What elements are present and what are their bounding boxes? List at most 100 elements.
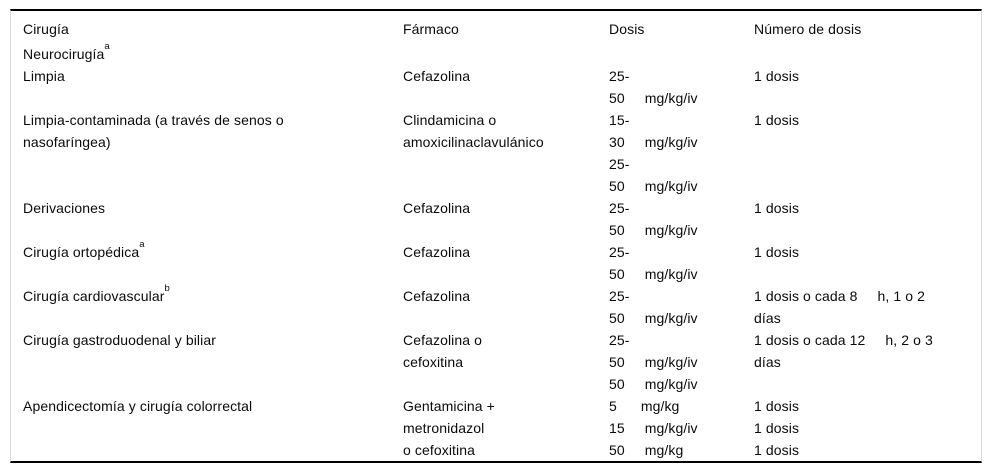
cell-numero: 1 dosis (754, 241, 981, 263)
cell-dosis: 25- 50 mg/kg/iv (609, 197, 754, 241)
cell-cirugia: Apendicectomía y cirugía colorrectal (23, 395, 403, 417)
text-line: Cefazolina o (403, 332, 483, 348)
cell-cirugia: Derivaciones (23, 197, 403, 219)
cell-farmaco: Clindamicina o amoxicilinaclavulánico (403, 109, 609, 153)
text-line: 50 mg/kg/iv (609, 266, 698, 282)
text-line: 1 dosis (754, 244, 800, 260)
cell-numero: 1 dosis o cada 12 h, 2 o 3 días (754, 329, 981, 373)
table-row: Neurocirugíaa (23, 41, 981, 65)
text-line: 1 dosis (754, 442, 800, 458)
cell-dosis: 25- 50 mg/kg/iv (609, 285, 754, 329)
text-line: Cefazolina (403, 200, 471, 216)
cell-dosis: 25- 50 mg/kg/iv (609, 241, 754, 285)
table-row: Cirugía ortopédicaa Cefazolina 25- 50 mg/kg… (23, 239, 981, 285)
table-body: Neurocirugíaa Limpia Cefazolina 25- 50 mg/kg… (23, 41, 981, 461)
text-line: 1 dosis (754, 200, 800, 216)
cell-cirugia: Limpia-contaminada (a través de senos o n… (23, 109, 403, 153)
cell-farmaco: Cefazolina (403, 285, 609, 307)
column-header-label: Fármaco (403, 21, 459, 37)
text-line: Cefazolina (403, 68, 471, 84)
table-row: Apendicectomía y cirugía colorrectal Gent… (23, 395, 981, 461)
cell-cirugia: Cirugía gastroduodenal y biliar (23, 329, 403, 351)
table-row: Limpia-contaminada (a través de senos o n… (23, 109, 981, 197)
text-line: días (754, 310, 781, 326)
text-line: 25- (609, 288, 630, 304)
cell-numero: 1 dosis (754, 197, 981, 219)
footnote-marker: a (104, 41, 110, 53)
text-line: 1 dosis (754, 398, 800, 414)
column-header-label: Número de dosis (754, 21, 862, 37)
text-line: 50 mg/kg/iv (609, 310, 698, 326)
text-line: 50 mg/kg/iv (609, 90, 698, 106)
text-line: 30 mg/kg/iv (609, 134, 698, 150)
text-line: nasofaríngea) (23, 134, 111, 150)
text-line: 5 mg/kg (609, 398, 680, 414)
text-line: Cirugía cardiovascularb (23, 283, 170, 304)
cell-cirugia: Cirugía cardiovascularb (23, 283, 403, 307)
cell-dosis: 25- 50 mg/kg/iv 50 mg/kg/iv (609, 329, 754, 395)
footnote-marker: a (139, 239, 145, 251)
text-line: días (754, 354, 781, 370)
cell-farmaco: Gentamicina + metronidazol o cefoxitina (403, 395, 609, 461)
footnote-marker: b (164, 283, 170, 295)
text-line: 50 mg/kg (609, 442, 684, 458)
text-line: Cefazolina (403, 288, 471, 304)
text-line: Apendicectomía y cirugía colorrectal (23, 398, 253, 414)
cell-numero: 1 dosis 1 dosis 1 dosis (754, 395, 981, 461)
cell-cirugia: Limpia (23, 65, 403, 87)
table-header-row: Cirugía Fármaco Dosis Número de dosis (23, 18, 981, 40)
text-line: Cirugía gastroduodenal y biliar (23, 332, 216, 348)
text-line: 1 dosis (754, 68, 800, 84)
text-line: 25- (609, 68, 630, 84)
table-row: Cirugía gastroduodenal y biliar Cefazolin… (23, 329, 981, 395)
cell-farmaco: Cefazolina (403, 241, 609, 263)
prophylaxis-table: Cirugía Fármaco Dosis Número de dosis Ne… (10, 9, 982, 463)
text-line: 25- (609, 244, 630, 260)
text-line: 25- (609, 332, 630, 348)
cell-cirugia: Neurocirugíaa (23, 41, 403, 65)
text-line: Gentamicina + (403, 398, 495, 414)
text-line: amoxicilinaclavulánico (403, 134, 544, 150)
text-line: Clindamicina o (403, 112, 497, 128)
text-line: Cefazolina (403, 244, 471, 260)
text-line: 50 mg/kg/iv (609, 354, 698, 370)
text-line: 15- (609, 112, 630, 128)
cell-dosis: 25- 50 mg/kg/iv (609, 65, 754, 109)
text-line: Limpia-contaminada (a través de senos o (23, 112, 284, 128)
text-line: 50 mg/kg/iv (609, 178, 698, 194)
text-line: 1 dosis o cada 12 h, 2 o 3 (754, 332, 933, 348)
cell-dosis: 5 mg/kg 15 mg/kg/iv 50 mg/kg (609, 395, 754, 461)
column-header-label: Dosis (609, 21, 645, 37)
text-line: Neurocirugíaa (23, 41, 110, 62)
cell-numero: 1 dosis (754, 65, 981, 87)
table-row: Derivaciones Cefazolina 25- 50 mg/kg/iv 1 do… (23, 197, 981, 241)
text-line: 25- (609, 200, 630, 216)
table-row: Cirugía cardiovascularb Cefazolina 25- 50 m… (23, 283, 981, 329)
column-header-numero-de-dosis: Número de dosis (754, 18, 981, 40)
text-line: 50 mg/kg/iv (609, 376, 698, 392)
column-header-farmaco: Fármaco (403, 18, 609, 40)
text-line: 1 dosis (754, 420, 800, 436)
text-line: 1 dosis (754, 112, 800, 128)
text-line: Limpia (23, 68, 65, 84)
column-header-dosis: Dosis (609, 18, 754, 40)
cell-farmaco: Cefazolina o cefoxitina (403, 329, 609, 373)
column-header-label: Cirugía (23, 21, 69, 37)
cell-farmaco: Cefazolina (403, 197, 609, 219)
cell-farmaco: Cefazolina (403, 65, 609, 87)
text-line: metronidazol (403, 420, 485, 436)
column-header-cirugia: Cirugía (23, 18, 403, 40)
text-line: Derivaciones (23, 200, 106, 216)
text-line: 25- (609, 156, 630, 172)
text-line: cefoxitina (403, 354, 464, 370)
cell-cirugia: Cirugía ortopédicaa (23, 239, 403, 263)
text-line: 15 mg/kg/iv (609, 420, 698, 436)
table-row: Limpia Cefazolina 25- 50 mg/kg/iv 1 dosis (23, 65, 981, 109)
cell-numero: 1 dosis o cada 8 h, 1 o 2 días (754, 285, 981, 329)
text-line: Cirugía ortopédicaa (23, 239, 145, 260)
text-line: 50 mg/kg/iv (609, 222, 698, 238)
text-line: 1 dosis o cada 8 h, 1 o 2 (754, 288, 926, 304)
cell-numero: 1 dosis (754, 109, 981, 131)
cell-dosis: 15- 30 mg/kg/iv 25- 50 mg/kg/iv (609, 109, 754, 197)
